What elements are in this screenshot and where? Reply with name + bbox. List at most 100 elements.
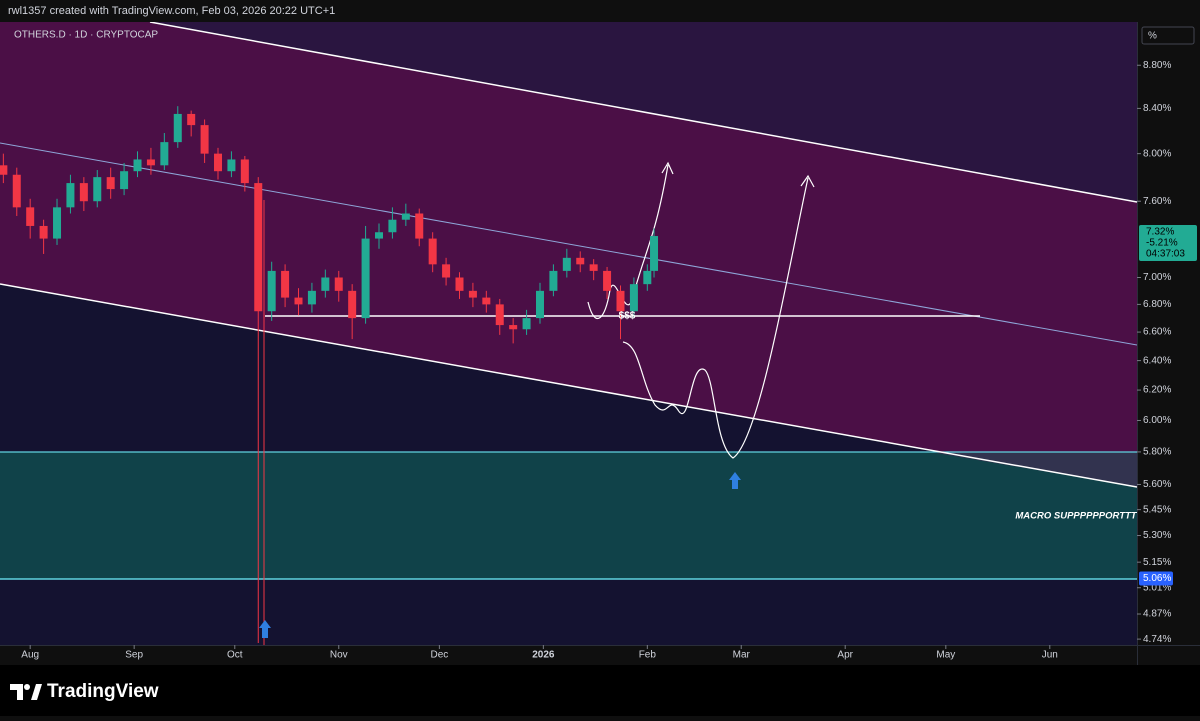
candle-body [495,304,504,326]
up-arrow-icon [729,472,741,489]
candle-body [589,264,598,271]
y-tick-label: 4.87% [1143,609,1171,620]
candle-body [173,113,182,143]
price-marker-box [1139,571,1173,586]
candle-body [482,297,491,305]
symbol-label: OTHERS.D · 1D · CRYPTOCAP [14,30,158,41]
x-tick-label: Mar [733,650,751,661]
x-tick-label: Feb [639,650,657,661]
x-tick-label: Dec [430,650,448,661]
y-tick-label: 4.74% [1143,634,1171,645]
brand-name: TradingView [47,681,159,702]
candle-body [267,270,276,312]
candle-body [106,177,115,190]
candle-body [375,232,383,239]
candle-body [468,290,477,298]
candle-body [509,325,518,330]
y-tick-label: 7.60% [1143,196,1171,207]
candle-body [428,238,437,265]
brand-logo [10,684,42,700]
candle-body [549,270,558,291]
up-arrow-icon [259,620,271,638]
scale-button[interactable] [1141,26,1195,45]
candle-body [650,236,659,271]
candle-body [455,277,464,291]
annotation-text: MACRO SUPPPPPPORTTT [1015,511,1137,522]
y-tick-label: 5.45% [1143,504,1171,515]
y-tick-label: 8.80% [1143,60,1171,71]
candle-body [643,270,652,285]
candle-body [361,238,370,319]
price-axis [1137,22,1200,665]
footer-bar [0,665,1200,716]
y-tick-label: 8.40% [1143,103,1171,114]
y-tick-label: 6.40% [1143,355,1171,366]
y-tick-label: 5.80% [1143,447,1171,458]
candle-body [415,213,424,239]
candle-body [616,290,625,312]
y-tick-label: 5.30% [1143,530,1171,541]
y-tick-label: 8.00% [1143,148,1171,159]
price-marker-label: 5.06% [1143,573,1171,584]
candle-body [133,159,142,172]
candle-body [160,142,169,166]
candle-body [93,177,102,202]
candle-body [53,207,62,239]
candle-body [12,174,21,208]
candle-body [26,207,35,226]
last-change-label: -5.21% [1146,238,1178,249]
countdown-label: 04:37:03 [1146,249,1185,260]
y-tick-label: 5.60% [1143,479,1171,490]
candle-body [603,270,612,291]
candle-body [146,159,155,166]
candles [0,106,659,644]
candle-body [401,213,410,220]
plot-area [0,22,1137,645]
candle-body [240,159,249,184]
y-tick-label: 6.80% [1143,299,1171,310]
last-price-label: 7.32% [1146,227,1174,238]
candle-body [388,219,397,233]
projection-path [622,177,809,459]
y-tick-label: 6.60% [1143,327,1171,338]
x-tick-label: Apr [837,650,853,661]
candle-body [254,183,263,312]
candle-body [442,264,451,278]
candle-body [200,125,209,154]
y-tick-label: 7.00% [1143,272,1171,283]
channel-fill [0,22,1137,487]
candle-body [187,113,196,126]
x-tick-label: 2026 [532,650,555,661]
candle-body [120,171,129,190]
candle-body [576,257,585,265]
candle-body [79,183,88,202]
mid-trendline [0,142,1137,346]
candle-body [629,284,638,312]
y-tick-label: 5.01% [1143,582,1171,593]
candle-body [227,159,236,172]
candle-body [348,290,357,319]
candle-body [281,270,290,298]
header-bar [0,0,1200,22]
support-zone [0,452,1137,579]
candle-body [321,277,330,291]
y-tick-label: 5.15% [1143,557,1171,568]
author-line: rwl1357 created with TradingView.com, Fe… [8,5,335,17]
unit-label: % [1148,31,1157,42]
candle-body [66,183,75,208]
x-tick-label: Sep [125,650,143,661]
last-price-box [1139,225,1197,262]
candle-body [0,165,8,175]
x-tick-label: Nov [330,650,348,661]
candle-body [535,290,544,319]
candle-body [294,297,303,305]
candle-body [39,225,48,239]
candle-body [334,277,343,291]
x-tick-label: Oct [227,650,243,661]
candle-body [214,153,223,172]
channel-upper [149,22,1137,203]
time-axis [0,645,1137,665]
y-tick-label: 6.20% [1143,385,1171,396]
